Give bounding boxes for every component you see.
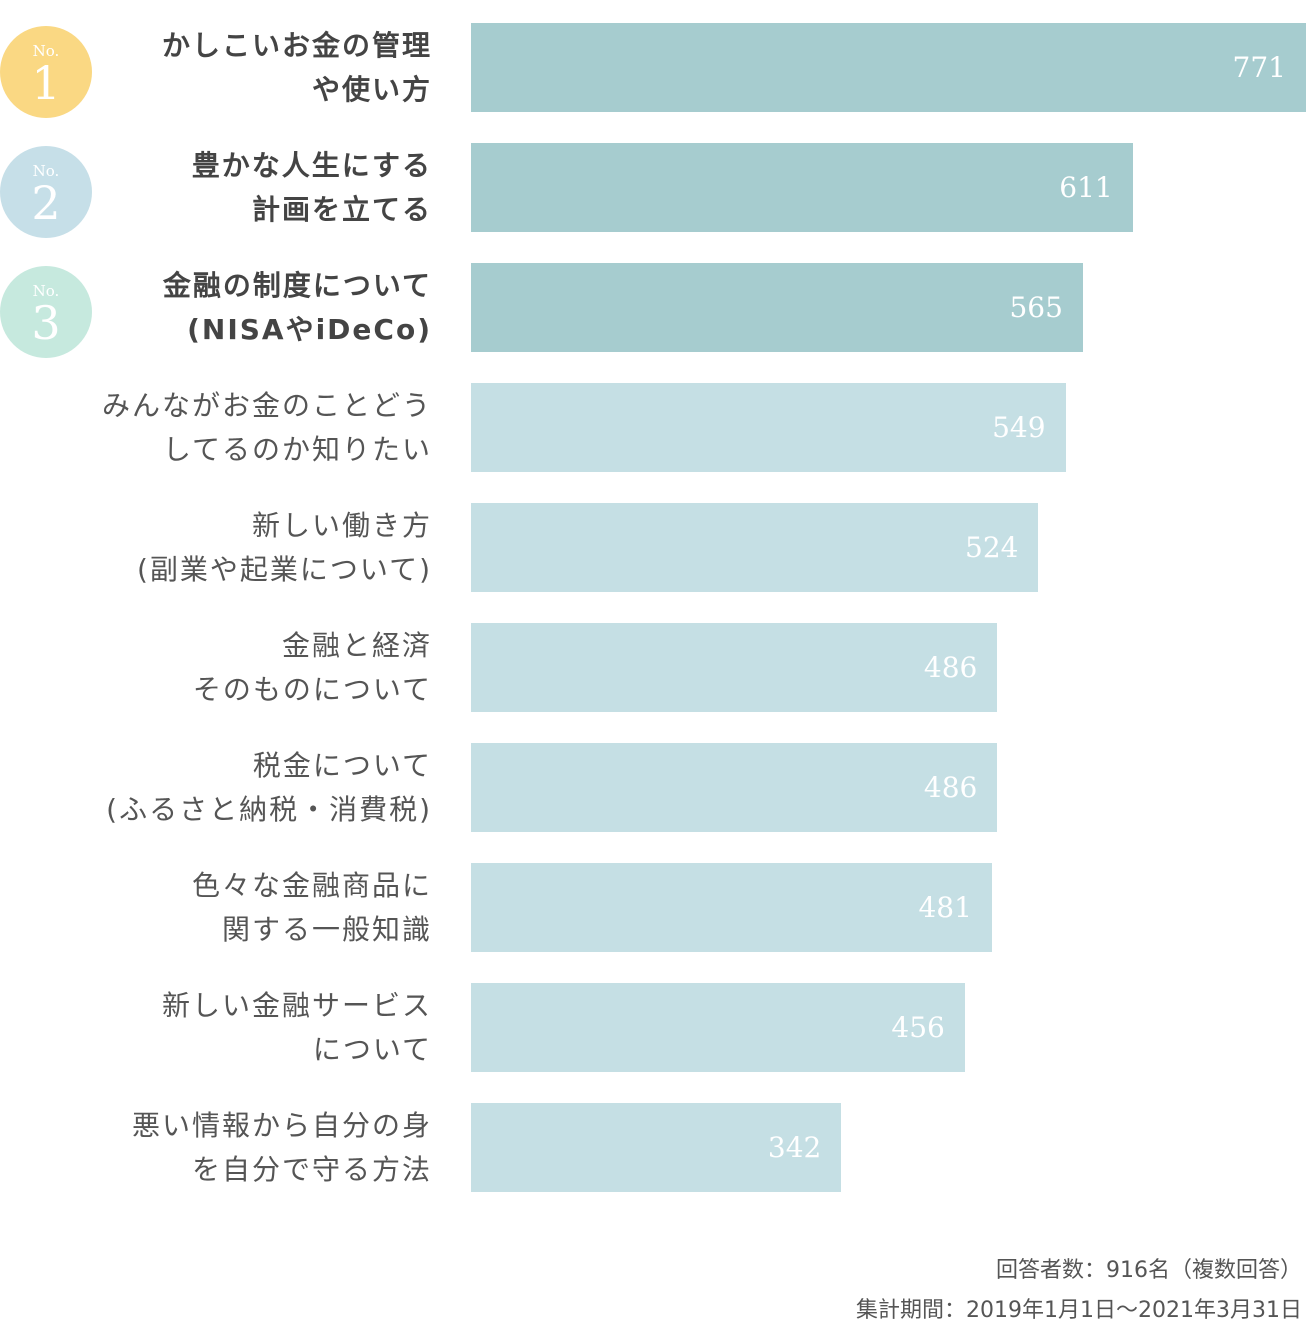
bar (471, 623, 998, 712)
bar (471, 743, 998, 832)
rank-prefix: No. (32, 42, 60, 60)
value-label: 486 (923, 771, 978, 804)
bar (471, 983, 965, 1072)
category-label: 新しい金融サービス について (161, 989, 432, 1066)
value-label: 481 (918, 891, 972, 924)
value-label: 611 (1059, 171, 1113, 204)
category-label: 金融と経済 そのものについて (192, 629, 432, 706)
category-label: みんながお金のことどう してるのか知りたい (101, 389, 432, 466)
note: 回答者数：916名（複数回答） (996, 1258, 1302, 1283)
rank-badge: No. 3 (0, 266, 92, 358)
category-label: 色々な金融商品に 関する一般知識 (191, 869, 432, 946)
bar (471, 1103, 842, 1192)
value-label: 771 (1232, 51, 1286, 84)
category-label: 税金について (ふるさと納税・消費税) (106, 749, 432, 826)
category-label: 金融の制度について (NISAやiDeCo) (162, 269, 432, 346)
value-label: 486 (923, 651, 978, 684)
rank-number: 3 (31, 296, 61, 350)
rank-prefix: No. (32, 282, 60, 300)
bar (471, 143, 1133, 232)
rank-badge: No. 1 (0, 26, 92, 118)
bar (471, 503, 1039, 592)
rank-number: 2 (31, 176, 61, 230)
rank-number: 1 (31, 56, 61, 110)
bar (471, 383, 1066, 472)
bar (471, 863, 992, 952)
value-label: 549 (992, 411, 1046, 444)
rank-badge: No. 2 (0, 146, 92, 238)
category-label: 新しい働き方 (副業や起業について) (136, 509, 432, 586)
value-label: 524 (965, 531, 1019, 564)
value-label: 565 (1009, 291, 1063, 324)
rank-prefix: No. (32, 162, 60, 180)
category-label: かしこいお金の管理 や使い方 (161, 29, 432, 106)
bar (471, 23, 1306, 112)
bar (471, 263, 1083, 352)
category-label: 豊かな人生にする 計画を立てる (191, 149, 432, 226)
note: 集計期間：2019年1月1日〜2021年3月31日 (856, 1298, 1302, 1323)
category-label: 悪い情報から自分の身 を自分で守る方法 (131, 1109, 432, 1186)
value-label: 342 (767, 1131, 822, 1164)
value-label: 456 (891, 1011, 945, 1044)
